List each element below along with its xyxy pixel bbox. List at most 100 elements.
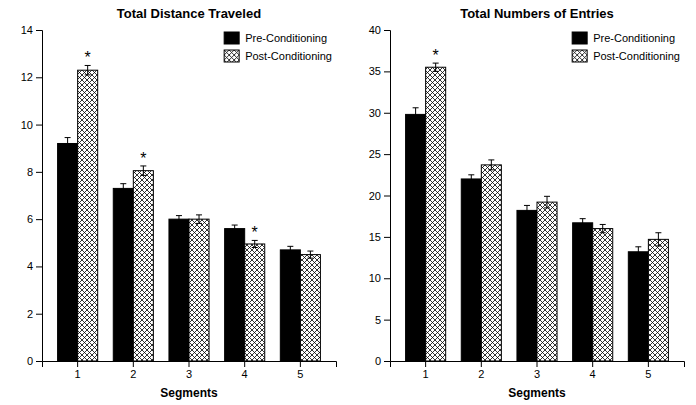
bar-series <box>426 67 669 361</box>
bar <box>573 223 593 361</box>
x-tick-label: 4 <box>590 368 596 380</box>
x-axis-line <box>43 362 337 368</box>
error-bar <box>544 196 550 208</box>
bar <box>300 255 320 361</box>
x-tick-mark <box>592 361 593 367</box>
y-tick-label: 35 <box>369 65 381 77</box>
y-tick-mark <box>384 320 390 321</box>
legend-label: Pre-Conditioning <box>593 32 675 44</box>
bar <box>406 114 426 361</box>
y-tick-mark <box>384 237 390 238</box>
x-axis-label: Segments <box>160 386 218 400</box>
error-bar <box>140 166 146 175</box>
y-tick-mark <box>36 266 42 267</box>
x-tick-mark <box>481 361 482 367</box>
y-tick-label: 0 <box>27 355 33 367</box>
x-axis-line <box>391 362 685 368</box>
legend-swatch <box>224 50 239 62</box>
panel: 051015202530354012345*Total Numbers of E… <box>369 6 685 400</box>
x-tick-label: 5 <box>297 368 303 380</box>
x-tick-label: 3 <box>186 368 192 380</box>
bar <box>537 202 557 361</box>
legend-label: Pre-Conditioning <box>245 32 327 44</box>
error-bar <box>196 215 202 224</box>
error-bar <box>488 160 494 170</box>
x-axis: 1 2 3 4 5 <box>43 361 337 380</box>
legend-label: Post-Conditioning <box>593 50 680 62</box>
error-bar <box>413 108 419 121</box>
y-tick-label: 2 <box>27 308 33 320</box>
y-tick: 2 <box>27 308 42 320</box>
error-bar <box>433 63 439 71</box>
x-axis: 12345 <box>391 361 685 380</box>
error-bar <box>85 65 91 74</box>
bar <box>461 179 481 361</box>
y-tick-mark <box>36 77 42 78</box>
legend-swatch <box>224 32 239 44</box>
legend-item: Post-Conditioning <box>572 50 680 62</box>
x-tick-mark <box>244 361 245 367</box>
legend: Pre-Conditioning Post-Conditioning <box>572 32 680 62</box>
error-bars <box>65 138 294 254</box>
y-tick: 15 <box>369 231 390 243</box>
x-tick-label: 2 <box>478 368 484 380</box>
legend-swatch <box>572 50 587 62</box>
y-tick: 10 <box>369 272 390 284</box>
legend-item: Pre-Conditioning <box>572 32 675 44</box>
x-tick-mark <box>425 361 426 367</box>
chart-canvas: 0246810121412345***Total Distance Travel… <box>0 0 696 405</box>
annotation: * <box>140 150 146 167</box>
y-tick: 25 <box>369 148 390 160</box>
y-tick-mark <box>384 278 390 279</box>
y-tick: 20 <box>369 190 390 202</box>
error-bar <box>655 233 661 246</box>
y-tick-mark <box>36 30 42 31</box>
y-tick-label: 25 <box>369 148 381 160</box>
panel: 0246810121412345***Total Distance Travel… <box>21 6 337 400</box>
bar <box>169 219 189 361</box>
bar <box>280 250 300 361</box>
legend-item: Post-Conditioning <box>224 50 332 62</box>
y-tick: 4 <box>27 260 42 272</box>
error-bar <box>176 216 182 223</box>
x-tick-mark <box>133 361 134 367</box>
annotation: * <box>252 224 258 241</box>
x-axis-label: Segments <box>508 386 566 400</box>
x-tick-mark <box>189 361 190 367</box>
y-tick-label: 4 <box>27 260 33 272</box>
bar <box>481 165 501 361</box>
y-axis: 0 2 4 6 8 10 12 14 <box>21 24 43 367</box>
y-tick: 8 <box>27 166 42 178</box>
error-bar <box>635 247 641 257</box>
x-tick: 2 <box>130 361 136 380</box>
x-tick-label: 1 <box>423 368 429 380</box>
error-bar <box>287 246 293 253</box>
y-axis: 0510152025303540 <box>369 24 391 367</box>
y-tick-label: 6 <box>27 213 33 225</box>
title: Total Distance Traveled <box>117 6 261 21</box>
x-tick-mark <box>77 361 78 367</box>
y-tick: 5 <box>375 314 390 326</box>
x-tick-label: 4 <box>242 368 248 380</box>
x-tick: 5 <box>645 361 651 380</box>
y-tick: 14 <box>21 24 42 36</box>
y-tick-label: 40 <box>369 24 381 36</box>
plot-area <box>58 65 321 361</box>
x-tick: 1 <box>75 361 81 380</box>
annotation: * <box>433 47 439 64</box>
y-tick: 10 <box>21 119 42 131</box>
y-tick-mark <box>36 361 42 362</box>
bar <box>133 171 153 361</box>
bar <box>189 219 209 361</box>
x-tick: 4 <box>242 361 248 380</box>
title: Total Numbers of Entries <box>460 6 614 21</box>
y-tick-label: 12 <box>21 71 33 83</box>
y-tick-mark <box>36 125 42 126</box>
x-tick-mark <box>537 361 538 367</box>
y-tick-mark <box>384 71 390 72</box>
y-tick-label: 10 <box>21 119 33 131</box>
bar <box>113 188 133 361</box>
y-tick-label: 0 <box>375 355 381 367</box>
y-tick: 40 <box>369 24 390 36</box>
y-axis-line <box>384 31 391 362</box>
